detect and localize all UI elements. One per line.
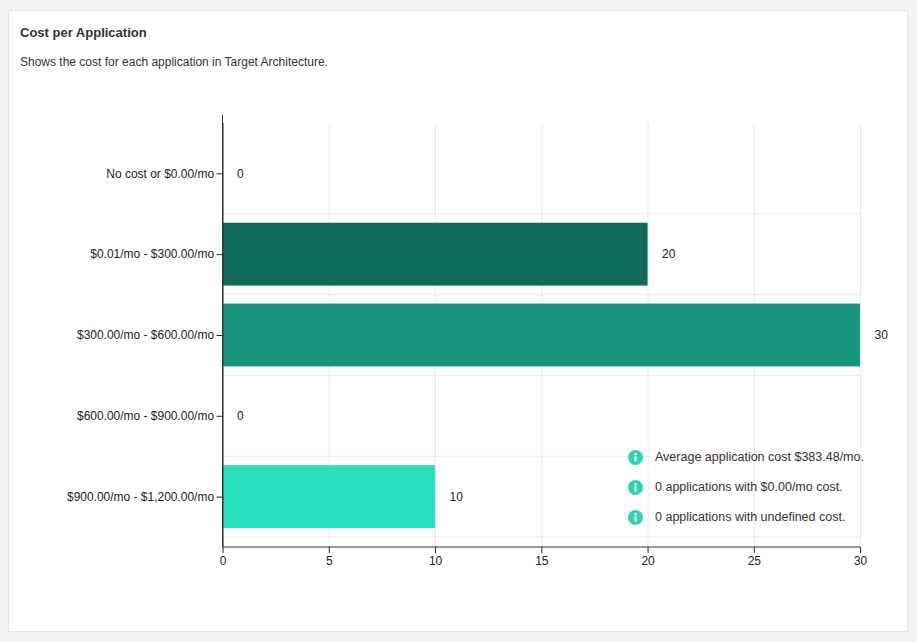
svg-text:$900.00/mo - $1,200.00/mo: $900.00/mo - $1,200.00/mo: [67, 490, 214, 504]
svg-text:30: 30: [875, 328, 889, 342]
svg-text:0: 0: [220, 554, 227, 568]
html-text:Average application cost $383.: Average application cost $383.48/mo.: [655, 450, 864, 464]
svg-text:10: 10: [450, 490, 464, 504]
svg-text:10: 10: [429, 554, 443, 568]
html-text:0 applications with $0.00/mo c: 0 applications with $0.00/mo cost.: [655, 480, 843, 494]
svg-text:15: 15: [535, 554, 549, 568]
html-text:0 applications with undefined: 0 applications with undefined cost.: [655, 510, 846, 524]
svg-text:No cost or $0.00/mo: No cost or $0.00/mo: [106, 167, 214, 181]
svg-text:20: 20: [662, 247, 676, 261]
svg-text:$0.01/mo - $300.00/mo: $0.01/mo - $300.00/mo: [90, 247, 214, 261]
svg-text:25: 25: [748, 554, 762, 568]
svg-text:$300.00/mo - $600.00/mo: $300.00/mo - $600.00/mo: [77, 328, 214, 342]
svg-text:5: 5: [326, 554, 333, 568]
svg-text:$600.00/mo - $900.00/mo: $600.00/mo - $900.00/mo: [77, 409, 214, 423]
svg-text:0: 0: [237, 167, 244, 181]
html-text:Shows the cost for each applic: Shows the cost for each application in T…: [20, 55, 328, 69]
svg-text:0: 0: [237, 409, 244, 423]
svg-text:30: 30: [854, 554, 868, 568]
html-text:Cost per Application: Cost per Application: [20, 25, 147, 40]
svg-text:20: 20: [641, 554, 655, 568]
